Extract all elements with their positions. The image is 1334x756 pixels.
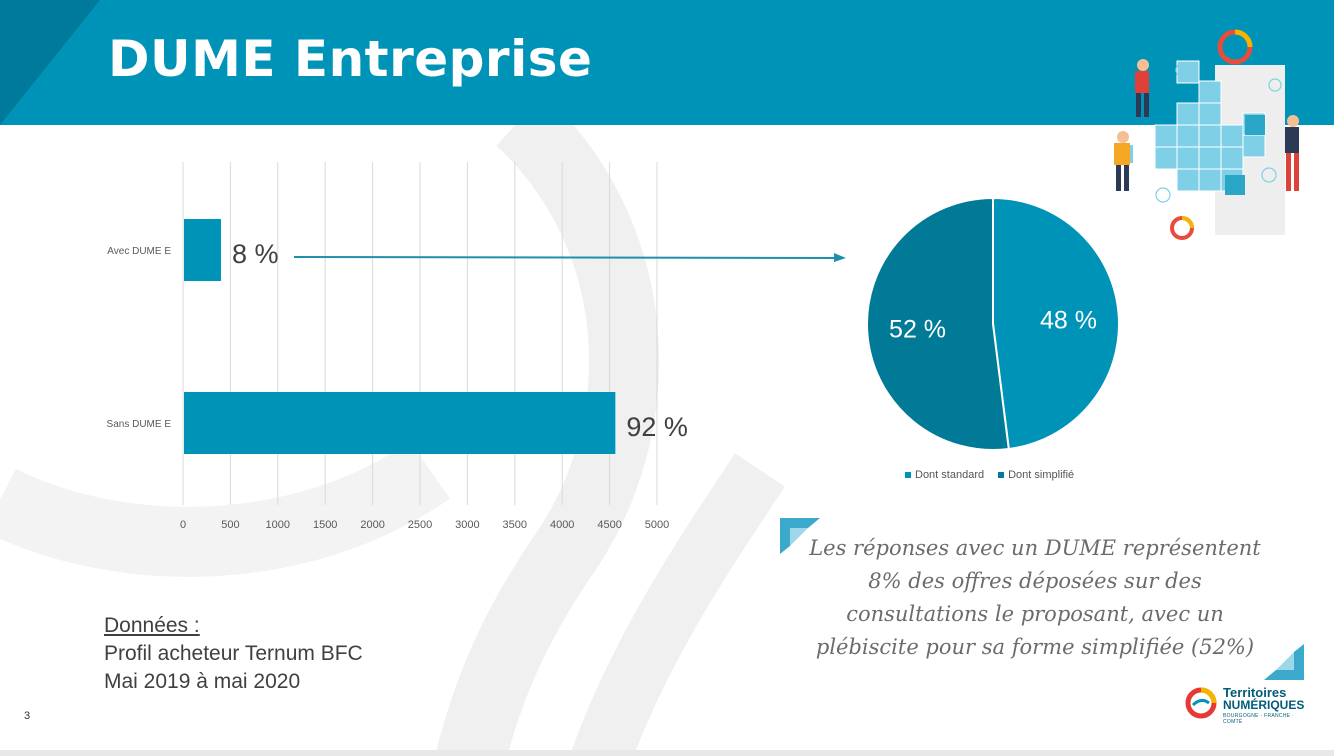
quote-corner-icon-end [1264,644,1304,680]
x-tick-label: 1500 [313,519,337,531]
pie-legend: Dont standard Dont simplifié [905,469,1074,481]
logo-line-1: Territoires [1223,685,1287,700]
bar-data-label: 92 % [626,412,688,442]
legend-item-standard: Dont standard [905,469,984,481]
source-line-2: Mai 2019 à mai 2020 [104,670,301,693]
conclusion-note: Les réponses avec un DUME représentent 8… [790,532,1280,664]
slide-number: 3 [24,710,31,722]
source-heading: Données : [104,614,200,637]
x-tick-label: 2500 [408,519,432,531]
teamwork-cubes-illustration [1114,29,1299,240]
banner-accent [0,0,100,125]
territoires-numeriques-logo-icon [1185,687,1217,719]
x-tick-label: 1000 [266,519,290,531]
x-tick-label: 4500 [597,519,621,531]
pie-slice-1 [992,196,1120,451]
legend-swatch-standard [905,472,911,478]
x-tick-label: 5000 [645,519,669,531]
source-line-1: Profil acheteur Ternum BFC [104,642,363,665]
pie-data-label: 52 % [889,316,946,344]
territoires-numeriques-logo: Territoires NUMÉRIQUES BOURGOGNE · FRANC… [1183,683,1313,725]
note-line-3: consultations le proposant, avec un [846,602,1224,626]
bar-2 [184,392,616,454]
data-source: Données : Profil acheteur Ternum BFC Mai… [104,612,363,696]
footer-bar [0,750,1334,756]
pie-data-label: 48 % [1040,306,1097,334]
bar-chart: 0 500 1000 1500 2000 2500 3000 3500 4000 4500 5000… [107,162,688,531]
note-line-1: Les réponses avec un DUME représentent [809,536,1261,560]
x-tick-label: 0 [180,519,186,531]
logo-line-2: NUMÉRIQUES [1223,698,1305,712]
quote-corner-icon [780,518,820,554]
x-tick-label: 500 [221,519,239,531]
bar-data-label: 8 % [232,239,279,269]
legend-item-simplifie: Dont simplifié [998,469,1074,481]
x-tick-label: 3500 [503,519,527,531]
category-label: Avec DUME E [107,246,171,257]
note-line-4: plébiscite pour sa forme simplifiée (52%… [815,635,1255,659]
x-tick-label: 3000 [455,519,479,531]
x-tick-label: 4000 [550,519,574,531]
legend-swatch-simplifie [998,472,1005,478]
legend-label-simplifie: Dont simplifié [1008,469,1075,481]
bar-1 [184,219,221,281]
note-line-2: 8% des offres déposées sur des [868,569,1202,593]
category-label: Sans DUME E [107,419,172,430]
x-tick-label: 2000 [360,519,384,531]
legend-label-standard: Dont standard [915,469,985,481]
pie-chart: 48 % 52 % [866,196,1120,451]
arrow-right-icon [293,253,846,262]
title-banner [0,0,1334,125]
pie-slice-2 [866,196,1010,451]
slide-title: DUME Entreprise [108,30,593,88]
logo-line-3: BOURGOGNE · FRANCHE · COMTÉ [1223,713,1295,725]
